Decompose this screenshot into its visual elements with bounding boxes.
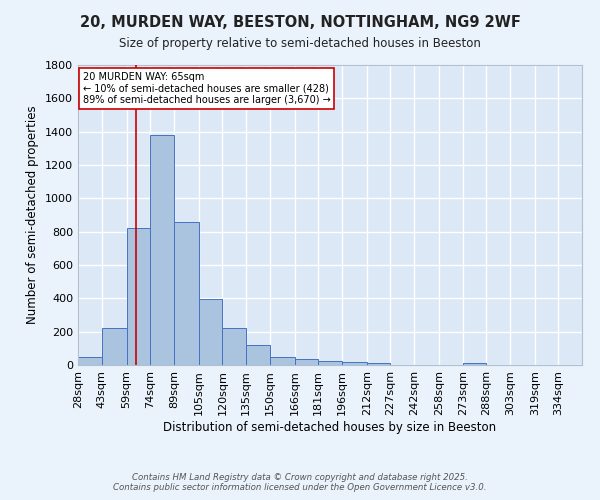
Bar	[318, 361, 342, 365]
Text: 20 MURDEN WAY: 65sqm
← 10% of semi-detached houses are smaller (428)
89% of semi: 20 MURDEN WAY: 65sqm ← 10% of semi-detac…	[83, 72, 331, 105]
Text: 20, MURDEN WAY, BEESTON, NOTTINGHAM, NG9 2WF: 20, MURDEN WAY, BEESTON, NOTTINGHAM, NG9…	[80, 15, 520, 30]
Bar	[101, 328, 127, 365]
Bar	[463, 364, 486, 365]
Bar	[150, 135, 174, 365]
Bar	[199, 299, 223, 365]
Bar	[295, 359, 318, 365]
Bar	[342, 362, 367, 365]
Bar	[78, 356, 101, 365]
Bar	[367, 362, 391, 365]
Bar	[174, 222, 199, 365]
Bar	[223, 328, 246, 365]
Bar	[269, 356, 295, 365]
Text: Contains HM Land Registry data © Crown copyright and database right 2025.
Contai: Contains HM Land Registry data © Crown c…	[113, 473, 487, 492]
Y-axis label: Number of semi-detached properties: Number of semi-detached properties	[26, 106, 40, 324]
Text: Size of property relative to semi-detached houses in Beeston: Size of property relative to semi-detach…	[119, 38, 481, 51]
Bar	[127, 228, 150, 365]
X-axis label: Distribution of semi-detached houses by size in Beeston: Distribution of semi-detached houses by …	[163, 420, 497, 434]
Bar	[246, 345, 269, 365]
